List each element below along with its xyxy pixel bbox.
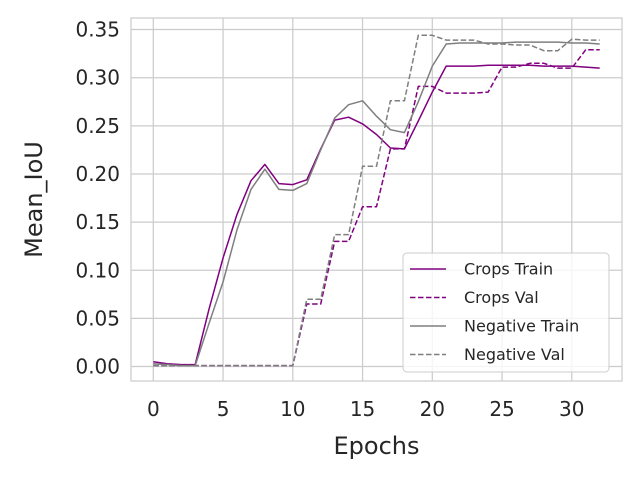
grid <box>131 18 622 381</box>
x-tick-label: 5 <box>217 397 230 421</box>
legend-box <box>402 252 610 373</box>
y-tick-label: 0.35 <box>75 18 120 42</box>
y-tick-labels: 0.00 0.05 0.10 0.15 0.20 0.25 0.30 0.35 <box>75 18 120 379</box>
legend-label: Negative Train <box>464 317 579 336</box>
x-axis-label: Epochs <box>334 432 420 460</box>
y-tick-label: 0.25 <box>75 114 120 138</box>
x-tick-label: 0 <box>147 397 160 421</box>
y-tick-label: 0.20 <box>75 162 120 186</box>
legend-item: Negative Val <box>410 345 565 364</box>
legend-item: Crops Train <box>410 260 553 279</box>
legend-item: Crops Val <box>410 288 539 307</box>
x-tick-label: 30 <box>559 397 584 421</box>
y-tick-label: 0.05 <box>75 306 120 330</box>
legend-item: Negative Train <box>410 317 579 336</box>
series-line-crops-train <box>153 64 600 366</box>
plot-frame <box>130 17 623 382</box>
x-tick-labels: 0 5 10 15 20 25 30 <box>147 397 585 421</box>
series-line-negative-val <box>153 34 600 367</box>
y-tick-label: 0.30 <box>75 66 120 90</box>
legend-label: Crops Train <box>464 260 553 279</box>
y-tick-label: 0.10 <box>75 258 120 282</box>
y-axis-label: Mean_IoU <box>20 141 48 258</box>
legend-label: Negative Val <box>464 345 565 364</box>
legend-label: Crops Val <box>464 288 539 307</box>
y-tick-label: 0.15 <box>75 210 120 234</box>
x-tick-label: 10 <box>280 397 305 421</box>
x-tick-label: 15 <box>350 397 375 421</box>
x-tick-label: 25 <box>489 397 514 421</box>
series-lines <box>153 34 600 367</box>
x-tick-label: 20 <box>420 397 445 421</box>
series-line-negative-train <box>153 41 600 367</box>
legend: Crops Train Crops Val Negative Train Negati… <box>402 252 610 373</box>
y-tick-label: 0.00 <box>75 355 120 379</box>
